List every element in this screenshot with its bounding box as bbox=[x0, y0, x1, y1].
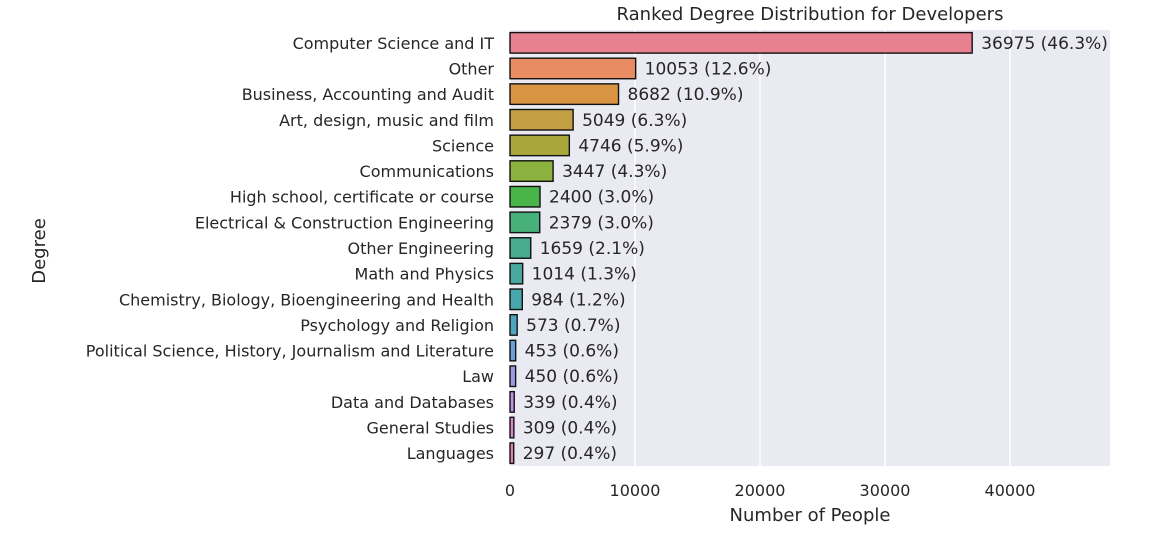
y-tick-label-14: Data and Databases bbox=[331, 393, 494, 412]
bar-10 bbox=[509, 288, 524, 311]
y-tick-labels: Computer Science and IT Other Business, Ac… bbox=[86, 34, 495, 463]
y-tick-label-7: Electrical & Construction Engineering bbox=[195, 213, 494, 232]
data-label-14: 339 (0.4%) bbox=[523, 393, 617, 413]
x-tick-label-0: 0 bbox=[505, 481, 515, 500]
y-tick-label-6: High school, certificate or course bbox=[230, 188, 494, 207]
x-tick-label-2: 20000 bbox=[735, 481, 786, 500]
bar-3 bbox=[509, 108, 574, 131]
y-tick-label-10: Chemistry, Biology, Bioengineering and H… bbox=[119, 290, 494, 309]
data-label-7: 2379 (3.0%) bbox=[549, 213, 654, 233]
bar-14 bbox=[509, 390, 515, 413]
y-tick-label-1: Other bbox=[449, 59, 495, 78]
bar-7 bbox=[509, 211, 541, 234]
chart-title: Ranked Degree Distribution for Developer… bbox=[617, 4, 1004, 25]
bar-6 bbox=[509, 185, 541, 208]
x-tick-labels: 0 10000 20000 30000 40000 bbox=[505, 481, 1036, 500]
bar-16 bbox=[509, 442, 515, 465]
bar-12 bbox=[509, 339, 517, 362]
y-tick-label-12: Political Science, History, Journalism a… bbox=[86, 342, 494, 361]
bar-9 bbox=[509, 262, 524, 285]
data-label-11: 573 (0.7%) bbox=[526, 316, 620, 336]
data-label-3: 5049 (6.3%) bbox=[582, 111, 687, 131]
data-label-12: 453 (0.6%) bbox=[525, 342, 619, 362]
bar-5 bbox=[509, 160, 554, 183]
bar-8 bbox=[509, 237, 532, 259]
data-label-4: 4746 (5.9%) bbox=[578, 136, 683, 156]
bar-13 bbox=[509, 365, 517, 388]
x-tick-label-1: 10000 bbox=[610, 481, 661, 500]
data-label-2: 8682 (10.9%) bbox=[628, 85, 744, 105]
bar-15 bbox=[509, 416, 515, 439]
data-label-5: 3447 (4.3%) bbox=[562, 162, 667, 182]
data-label-10: 984 (1.2%) bbox=[531, 290, 625, 310]
y-tick-label-11: Psychology and Religion bbox=[300, 316, 494, 335]
bar-4 bbox=[509, 134, 571, 157]
bar-2 bbox=[509, 83, 620, 106]
y-tick-label-4: Science bbox=[432, 136, 494, 155]
bar-0 bbox=[509, 31, 973, 54]
y-tick-label-5: Communications bbox=[360, 162, 494, 181]
data-label-1: 10053 (12.6%) bbox=[645, 59, 772, 79]
bar-1 bbox=[509, 57, 637, 80]
y-tick-label-9: Math and Physics bbox=[355, 265, 494, 284]
bars bbox=[509, 31, 973, 465]
y-tick-label-8: Other Engineering bbox=[347, 239, 494, 258]
x-tick-label-4: 40000 bbox=[985, 481, 1036, 500]
y-tick-label-2: Business, Accounting and Audit bbox=[242, 85, 494, 104]
data-label-16: 297 (0.4%) bbox=[523, 444, 617, 464]
bar-11 bbox=[509, 313, 518, 336]
x-tick-label-3: 30000 bbox=[860, 481, 911, 500]
y-tick-label-16: Languages bbox=[407, 444, 494, 463]
y-axis-label: Degree bbox=[29, 218, 50, 284]
y-tick-label-3: Art, design, music and film bbox=[279, 111, 494, 130]
y-tick-label-15: General Studies bbox=[367, 419, 495, 438]
data-labels: 36975 (46.3%) 10053 (12.6%) 8682 (10.9%) 50… bbox=[523, 34, 1108, 464]
data-label-9: 1014 (1.3%) bbox=[532, 265, 637, 285]
data-label-6: 2400 (3.0%) bbox=[549, 188, 654, 208]
data-label-13: 450 (0.6%) bbox=[525, 367, 619, 387]
y-tick-label-0: Computer Science and IT bbox=[293, 34, 495, 53]
data-label-0: 36975 (46.3%) bbox=[981, 34, 1108, 54]
y-tick-label-13: Law bbox=[462, 367, 494, 386]
x-axis-label: Number of People bbox=[730, 505, 891, 526]
data-label-8: 1659 (2.1%) bbox=[540, 239, 645, 259]
data-label-15: 309 (0.4%) bbox=[523, 419, 617, 439]
